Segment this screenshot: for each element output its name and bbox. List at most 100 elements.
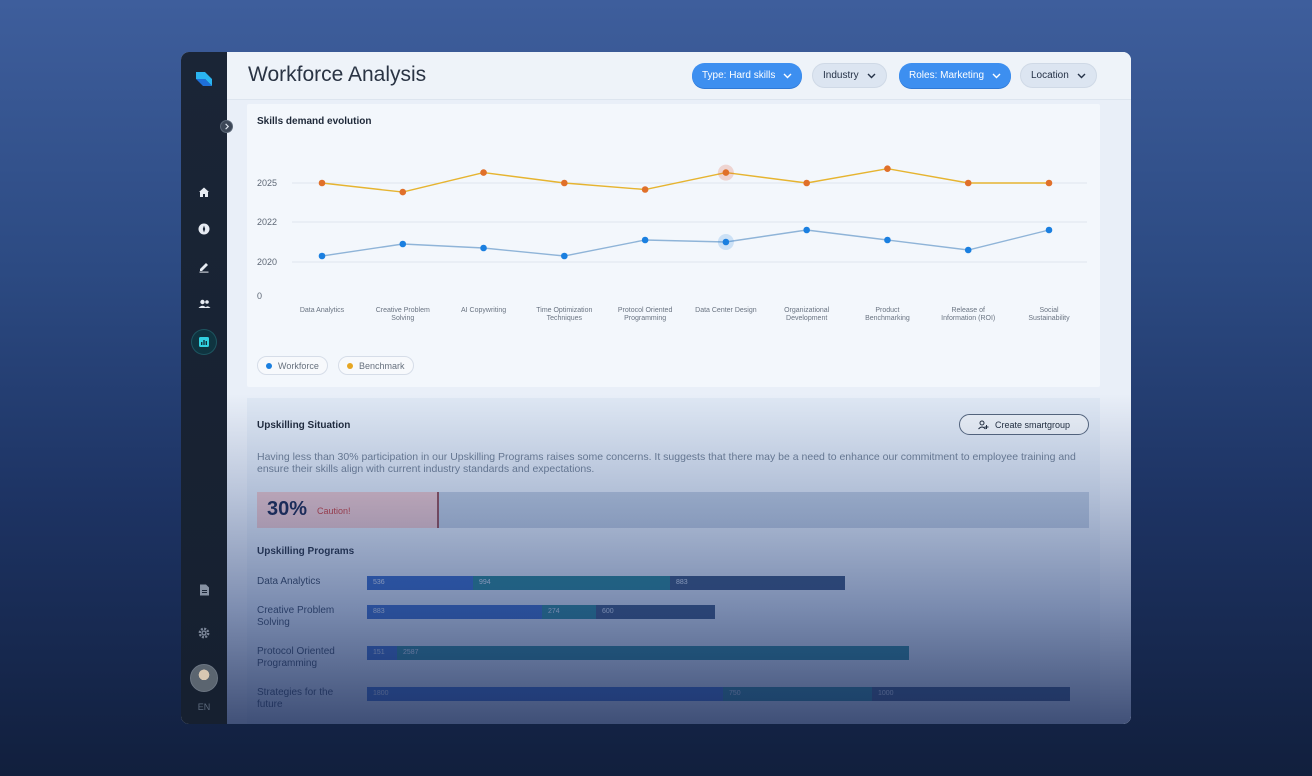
program-bar-segment[interactable]: 2587	[397, 646, 909, 660]
create-smartgroup-button[interactable]: Create smartgroup	[959, 414, 1089, 435]
data-point-benchmark[interactable]	[480, 169, 487, 176]
program-bar-segment[interactable]: 536	[367, 576, 473, 590]
document-icon	[199, 584, 209, 596]
data-point-benchmark[interactable]	[641, 186, 649, 193]
series-line-workforce	[321, 229, 1050, 257]
data-point-benchmark[interactable]	[318, 179, 326, 187]
app-logo[interactable]	[193, 68, 215, 90]
x-tick-label: Protocol Oriented Programming	[618, 307, 673, 322]
program-name: Strategies for the future	[257, 687, 334, 710]
sidebar-item-explore[interactable]	[194, 219, 214, 239]
chevron-down-icon	[783, 73, 792, 78]
upskilling-title: Upskilling Situation	[257, 420, 351, 431]
sidebar-item-documents[interactable]	[194, 580, 214, 600]
data-point-benchmark[interactable]	[803, 179, 810, 187]
filter-industry-label: Industry	[823, 70, 859, 81]
program-bar: 883 274 600	[367, 605, 715, 619]
program-name: Protocol Oriented Programming	[257, 646, 335, 669]
data-point-benchmark[interactable]	[561, 179, 568, 187]
data-point-workforce[interactable]	[399, 240, 407, 248]
sidebar-item-settings[interactable]	[194, 623, 214, 643]
language-selector[interactable]: EN	[197, 702, 211, 712]
legend-label-benchmark: Benchmark	[359, 360, 405, 371]
chevron-down-icon	[867, 73, 876, 78]
chevron-down-icon	[992, 73, 1001, 78]
data-point-workforce[interactable]	[722, 238, 730, 246]
y-tick-label: 2022	[257, 217, 277, 227]
data-point-benchmark[interactable]	[399, 188, 407, 196]
program-bar-segment[interactable]: 1800	[367, 687, 723, 701]
upskilling-card: Upskilling Situation Create smartgroup H…	[247, 398, 1100, 724]
sidebar-collapse-button[interactable]	[220, 120, 233, 133]
data-point-workforce[interactable]	[803, 226, 810, 234]
analytics-icon	[199, 337, 209, 347]
program-bar-segment[interactable]: 151	[367, 646, 397, 660]
filter-location[interactable]: Location	[1020, 63, 1097, 88]
x-tick-label: Creative Problem Solving	[376, 307, 430, 322]
x-tick-label: Data Center Design	[695, 307, 757, 314]
filter-location-label: Location	[1031, 70, 1069, 81]
main-content: Skills demand evolution 0 2020 2022 2025 Dat…	[227, 100, 1131, 724]
sidebar-item-users[interactable]	[194, 294, 214, 314]
skills-demand-chart: 0 2020 2022 2025 Data Analytics Creative Prob…	[257, 164, 1087, 322]
sidebar-item-home[interactable]	[194, 182, 214, 202]
data-point-benchmark[interactable]	[964, 179, 972, 187]
program-bar-segment[interactable]: 750	[723, 687, 872, 701]
program-name: Creative Problem Solving	[257, 605, 335, 628]
program-bar-segment[interactable]: 1000	[872, 687, 1070, 701]
program-bar-segment[interactable]: 600	[596, 605, 715, 619]
program-bar-segment[interactable]: 274	[542, 605, 596, 619]
home-icon	[199, 187, 209, 197]
data-point-workforce[interactable]	[641, 236, 649, 244]
x-tick-label: Social Sustainability	[1028, 307, 1070, 322]
chart-title: Skills demand evolution	[257, 116, 372, 127]
data-point-benchmark[interactable]	[722, 169, 730, 176]
participation-bar: 30% Caution!	[257, 492, 1089, 528]
filter-industry[interactable]: Industry	[812, 63, 887, 88]
legend-benchmark[interactable]: Benchmark	[338, 356, 414, 375]
data-point-benchmark[interactable]	[1045, 179, 1053, 187]
explore-icon	[198, 223, 210, 235]
data-point-workforce[interactable]	[884, 236, 891, 244]
data-point-workforce[interactable]	[964, 246, 972, 254]
program-name: Data Analytics	[257, 576, 321, 587]
users-icon	[198, 299, 210, 308]
data-point-workforce[interactable]	[480, 244, 487, 252]
edit-icon	[199, 263, 209, 273]
participation-percent: 30%	[267, 498, 308, 520]
program-bar: 536 994 883	[367, 576, 845, 590]
programs-title: Upskilling Programs	[257, 546, 355, 557]
x-tick-label: Product Benchmarking	[865, 307, 910, 322]
filter-roles[interactable]: Roles: Marketing	[899, 63, 1012, 88]
y-tick-label: 0	[257, 291, 262, 301]
x-tick-label: Data Analytics	[300, 307, 345, 314]
filter-type[interactable]: Type: Hard skills	[692, 63, 803, 88]
data-point-benchmark[interactable]	[884, 165, 891, 172]
filter-type-label: Type: Hard skills	[702, 70, 776, 81]
sidebar-item-edit[interactable]	[194, 257, 214, 277]
skills-demand-card: Skills demand evolution 0 2020 2022 2025 Dat…	[247, 104, 1100, 387]
data-point-workforce[interactable]	[318, 252, 326, 260]
series-line-benchmark	[321, 167, 1049, 193]
program-bar-segment[interactable]: 883	[670, 576, 845, 590]
x-tick-label: Time Optimization Techniques	[536, 307, 592, 322]
legend-workforce[interactable]: Workforce	[257, 356, 328, 375]
participation-status: Caution!	[317, 506, 351, 516]
data-point-workforce[interactable]	[1045, 226, 1053, 234]
legend-dot-benchmark	[347, 362, 353, 369]
page-header: Workforce Analysis Type: Hard skills Ind…	[227, 52, 1131, 100]
user-avatar[interactable]	[190, 664, 218, 692]
x-tick-label: AI Copywriting	[461, 307, 506, 314]
program-bar: 1800 750 1000	[367, 687, 1070, 701]
sidebar-item-analytics[interactable]	[192, 330, 216, 354]
chevron-right-icon	[225, 123, 230, 130]
program-bar-segment[interactable]: 994	[473, 576, 670, 590]
page-title: Workforce Analysis	[248, 63, 427, 86]
y-tick-label: 2020	[257, 257, 277, 267]
legend-label-workforce: Workforce	[278, 360, 319, 371]
filter-roles-label: Roles: Marketing	[909, 70, 985, 81]
program-bar-segment[interactable]: 883	[367, 605, 542, 619]
data-point-workforce[interactable]	[561, 252, 568, 260]
legend-dot-workforce	[266, 362, 272, 369]
y-tick-label: 2025	[257, 178, 277, 188]
